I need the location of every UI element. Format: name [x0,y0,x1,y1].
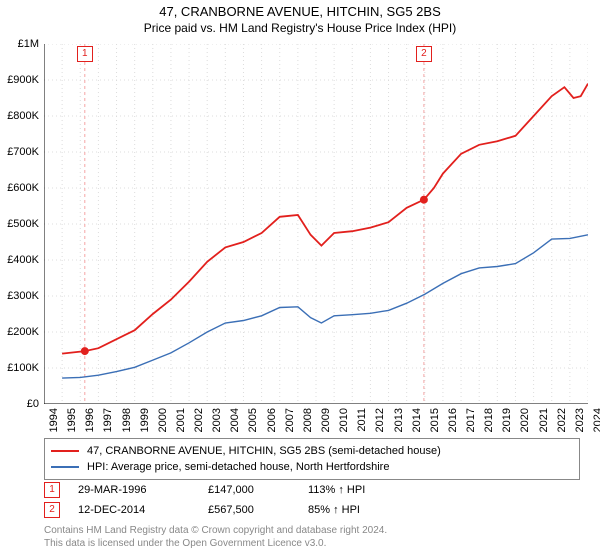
x-axis-label: 2021 [538,408,550,432]
x-axis-label: 1994 [48,408,60,432]
y-axis-label: £500K [7,218,39,230]
x-axis-label: 2023 [574,408,586,432]
sales-date: 29-MAR-1996 [78,484,208,496]
sales-pct: 113% ↑ HPI [308,484,408,496]
legend-label: HPI: Average price, semi-detached house,… [87,461,389,473]
legend-swatch [51,450,79,452]
y-axis-label: £100K [7,362,39,374]
x-axis-label: 2017 [465,408,477,432]
legend-item: 47, CRANBORNE AVENUE, HITCHIN, SG5 2BS (… [51,443,573,459]
sales-marker: 1 [44,482,60,498]
legend-item: HPI: Average price, semi-detached house,… [51,459,573,475]
footer: Contains HM Land Registry data © Crown c… [44,524,387,550]
x-axis-label: 2012 [374,408,386,432]
x-axis-label: 2011 [356,408,368,432]
legend: 47, CRANBORNE AVENUE, HITCHIN, SG5 2BS (… [44,438,580,480]
x-axis-label: 1997 [102,408,114,432]
sales-pct: 85% ↑ HPI [308,504,408,516]
y-axis-label: £0 [27,398,39,410]
y-axis-label: £1M [18,38,39,50]
x-axis-label: 2007 [284,408,296,432]
x-axis-label: 2004 [229,408,241,432]
x-axis-label: 2013 [393,408,405,432]
title-block: 47, CRANBORNE AVENUE, HITCHIN, SG5 2BS P… [0,0,600,35]
y-axis-label: £600K [7,182,39,194]
chart-area: £0£100K£200K£300K£400K£500K£600K£700K£80… [44,44,588,404]
x-axis-label: 2002 [193,408,205,432]
x-axis-label: 2008 [302,408,314,432]
x-axis-label: 1996 [84,408,96,432]
sales-marker: 2 [44,502,60,518]
y-axis-label: £900K [7,74,39,86]
sale-marker-1: 1 [77,46,93,62]
legend-swatch [51,466,79,468]
x-axis-label: 2015 [429,408,441,432]
x-axis-label: 2020 [519,408,531,432]
y-axis-label: £800K [7,110,39,122]
x-axis-label: 2009 [320,408,332,432]
x-axis-label: 2014 [411,408,423,432]
sales-price: £567,500 [208,504,308,516]
x-axis-label: 2000 [157,408,169,432]
sales-table: 1 29-MAR-1996£147,000113% ↑ HPI 2 12-DEC-20… [44,480,408,520]
sales-date: 12-DEC-2014 [78,504,208,516]
chart-svg [44,44,588,404]
chart-title: 47, CRANBORNE AVENUE, HITCHIN, SG5 2BS [0,4,600,19]
y-axis-label: £200K [7,326,39,338]
x-axis-label: 2006 [266,408,278,432]
x-axis-label: 1999 [139,408,151,432]
x-axis-label: 2003 [211,408,223,432]
sales-row: 1 29-MAR-1996£147,000113% ↑ HPI [44,480,408,500]
legend-label: 47, CRANBORNE AVENUE, HITCHIN, SG5 2BS (… [87,445,441,457]
x-axis-label: 2022 [556,408,568,432]
x-axis-label: 2001 [175,408,187,432]
x-axis-label: 2018 [483,408,495,432]
y-axis-label: £300K [7,290,39,302]
x-axis-label: 1998 [121,408,133,432]
sale-marker-2: 2 [416,46,432,62]
sales-row: 2 12-DEC-2014£567,50085% ↑ HPI [44,500,408,520]
footer-line-2: This data is licensed under the Open Gov… [44,537,387,550]
chart-subtitle: Price paid vs. HM Land Registry's House … [0,21,600,35]
x-axis-label: 2016 [447,408,459,432]
sales-price: £147,000 [208,484,308,496]
footer-line-1: Contains HM Land Registry data © Crown c… [44,524,387,537]
x-axis-label: 2005 [247,408,259,432]
x-axis-label: 2010 [338,408,350,432]
y-axis-label: £400K [7,254,39,266]
y-axis-label: £700K [7,146,39,158]
x-axis-label: 2024 [592,408,600,432]
x-axis-label: 2019 [501,408,513,432]
x-axis-label: 1995 [66,408,78,432]
chart-container: 47, CRANBORNE AVENUE, HITCHIN, SG5 2BS P… [0,0,600,560]
